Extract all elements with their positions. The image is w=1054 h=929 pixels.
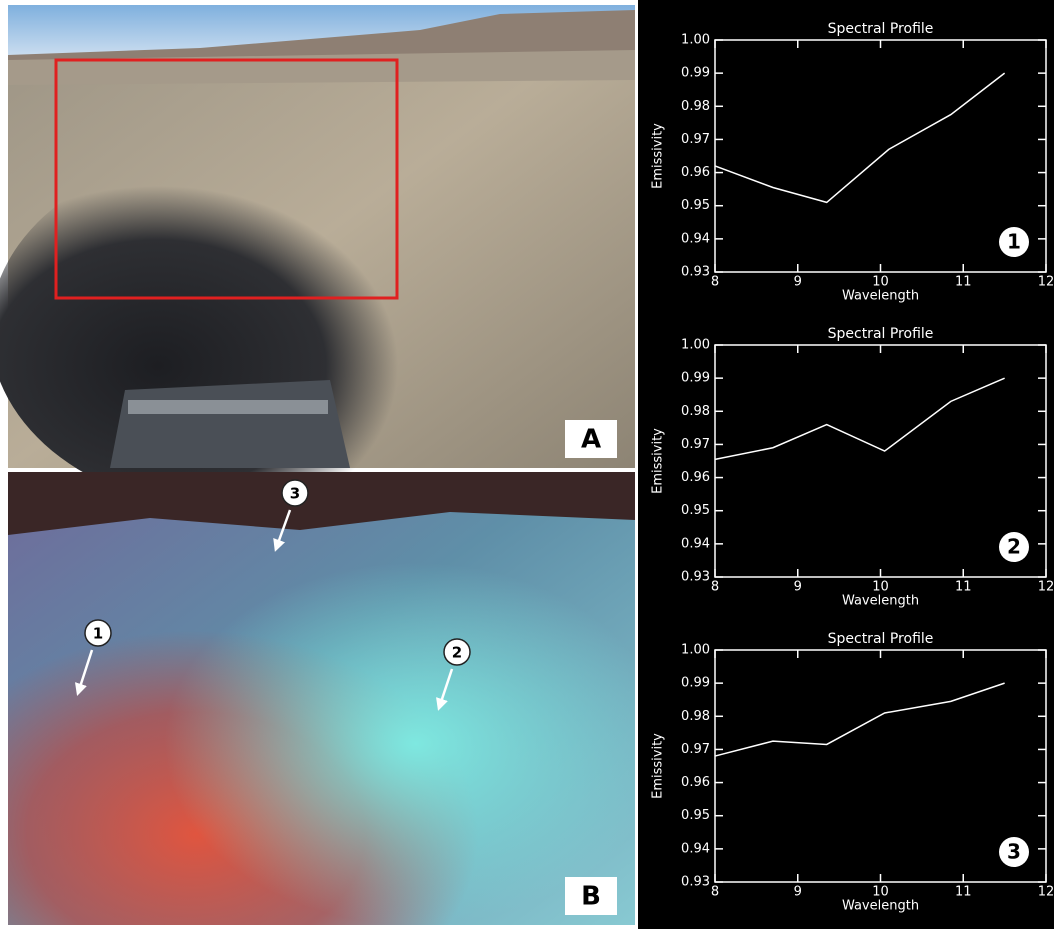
y-tick-label: 0.93: [681, 265, 710, 280]
photo-a: A: [0, 5, 635, 510]
x-tick-label: 10: [872, 885, 889, 900]
arrow: [273, 509, 292, 552]
x-tick-label: 8: [711, 275, 719, 290]
y-tick-label: 0.98: [681, 404, 710, 419]
data-line: [714, 377, 1005, 461]
y-axis-label: Emissivity: [651, 123, 666, 189]
y-tick-label: 0.95: [681, 503, 710, 518]
y-tick-label: 0.97: [681, 132, 710, 147]
y-tick-label: 0.93: [681, 875, 710, 890]
y-tick-label: 0.97: [681, 742, 710, 757]
cool-region: [8, 472, 635, 925]
photo-marker: 1: [93, 625, 103, 643]
marker-circle: [281, 479, 309, 507]
data-line: [714, 72, 1006, 204]
arrow: [74, 649, 94, 696]
x-tick-label: 12: [1038, 885, 1054, 900]
y-tick-label: 0.99: [681, 66, 710, 81]
y-axis-label: Emissivity: [651, 428, 666, 494]
photo-marker: 3: [290, 485, 300, 503]
marker-circle: [443, 638, 471, 666]
chart-title: Spectral Profile: [828, 631, 934, 647]
x-tick-label: 12: [1038, 275, 1054, 290]
y-tick-label: 0.94: [681, 231, 710, 246]
annotation-circle: [999, 532, 1029, 562]
y-axis-label: Emissivity: [651, 733, 666, 799]
y-tick-label: 0.96: [681, 470, 710, 485]
data-line: [714, 682, 1005, 757]
annotation: 3: [1007, 840, 1021, 864]
x-axis-label: Wavelength: [842, 594, 919, 609]
x-tick-label: 8: [711, 885, 719, 900]
y-tick-label: 1.00: [681, 338, 710, 353]
annotation: 1: [1007, 230, 1021, 254]
y-tick-label: 0.96: [681, 775, 710, 790]
instrument: [110, 380, 350, 468]
annotation-circle: [999, 837, 1029, 867]
x-axis-label: Wavelength: [842, 289, 919, 304]
dark-rocks: [0, 150, 470, 510]
x-tick-label: 11: [955, 275, 972, 290]
photo-marker: 2: [452, 644, 462, 662]
y-tick-label: 0.95: [681, 198, 710, 213]
y-tick-label: 1.00: [681, 33, 710, 48]
y-tick-label: 0.99: [681, 371, 710, 386]
x-tick-label: 9: [794, 275, 802, 290]
annotation-circle: [999, 227, 1029, 257]
x-tick-label: 11: [955, 885, 972, 900]
ridge: [8, 10, 635, 64]
x-tick-label: 8: [711, 580, 719, 595]
marker-circle: [84, 619, 112, 647]
x-tick-label: 12: [1038, 580, 1054, 595]
x-tick-label: 10: [872, 275, 889, 290]
chart-background: [638, 0, 1054, 929]
y-tick-label: 0.93: [681, 570, 710, 585]
x-tick-label: 9: [794, 885, 802, 900]
y-tick-label: 0.94: [681, 536, 710, 551]
panel-label: A: [581, 425, 601, 455]
panel-label: B: [581, 882, 601, 912]
y-tick-label: 0.96: [681, 165, 710, 180]
photo-b: B 1 2 3: [8, 472, 635, 925]
arrow: [436, 668, 454, 711]
x-tick-label: 9: [794, 580, 802, 595]
roi-box: [54, 58, 399, 300]
panel-label-box: [565, 420, 617, 458]
y-tick-label: 0.98: [681, 99, 710, 114]
x-tick-label: 11: [955, 580, 972, 595]
chart-title: Spectral Profile: [828, 326, 934, 342]
x-tick-label: 10: [872, 580, 889, 595]
y-tick-label: 0.94: [681, 841, 710, 856]
y-tick-label: 0.98: [681, 709, 710, 724]
panel-label-box: [565, 877, 617, 915]
y-tick-label: 0.99: [681, 676, 710, 691]
x-axis-label: Wavelength: [842, 899, 919, 914]
annotation: 2: [1007, 535, 1021, 559]
instrument-edge: [128, 400, 328, 414]
y-tick-label: 0.97: [681, 437, 710, 452]
y-tick-label: 1.00: [681, 643, 710, 658]
y-tick-label: 0.95: [681, 808, 710, 823]
chart-title: Spectral Profile: [828, 21, 934, 37]
